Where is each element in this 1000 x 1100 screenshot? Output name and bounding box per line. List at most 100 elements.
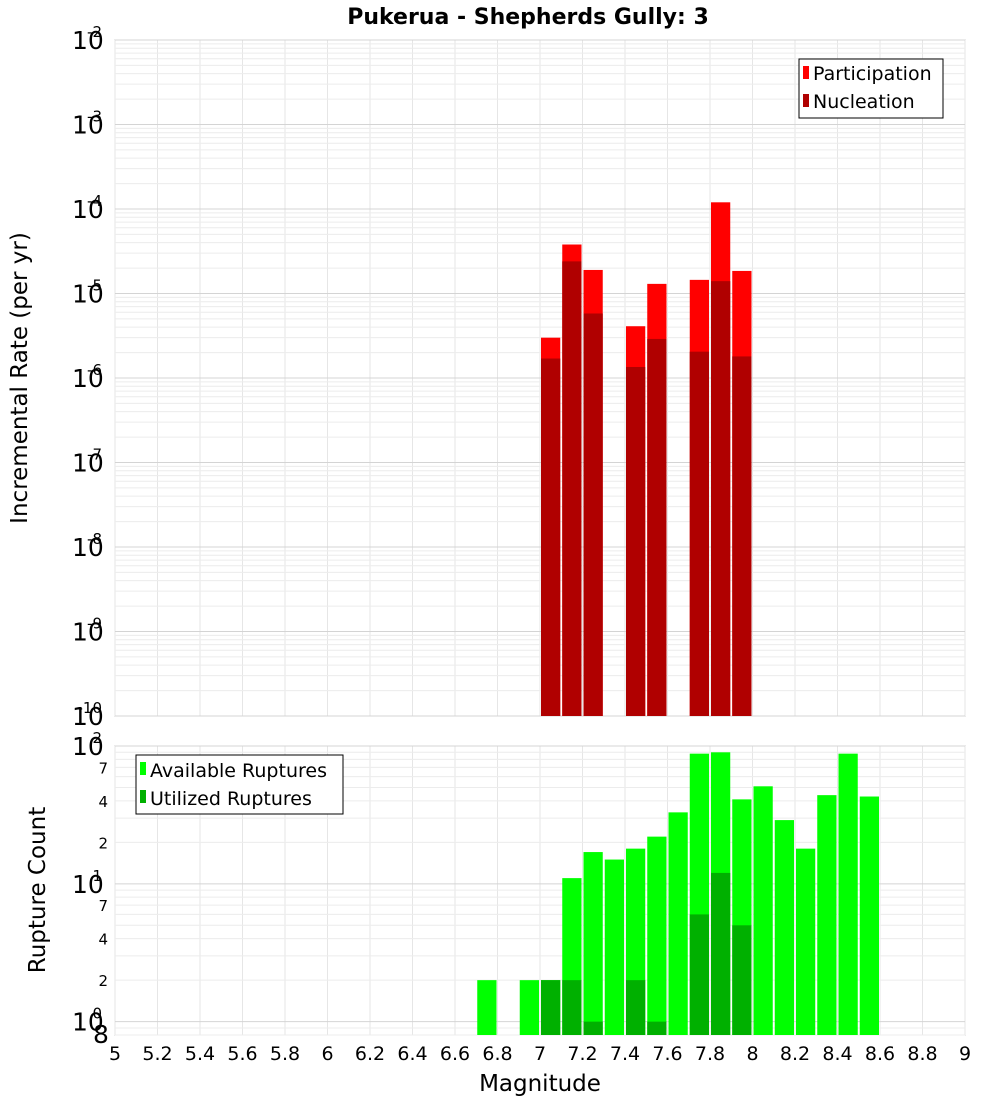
utilized-ruptures-bar (732, 925, 752, 1035)
y-tick-label-base: 10 (72, 702, 104, 731)
utilized-ruptures-bar (583, 1021, 603, 1035)
x-tick-label: 7.6 (652, 1043, 682, 1065)
available-ruptures-bar (774, 820, 794, 1035)
utilized-ruptures-bar (647, 1021, 667, 1035)
available-ruptures-bar (859, 796, 879, 1035)
x-tick-label: 6.4 (397, 1043, 427, 1065)
top-bars (541, 202, 752, 716)
x-tick-label: 6 (321, 1043, 333, 1065)
available-ruptures-bar (838, 753, 858, 1035)
participation-legend-label: Participation (813, 63, 932, 85)
chart-title: Pukerua - Shepherds Gully: 3 (347, 5, 709, 30)
utilized-ruptures-bar (711, 872, 731, 1035)
utilized-ruptures-legend-swatch (140, 790, 146, 803)
available-ruptures-legend-label: Available Ruptures (150, 760, 327, 782)
utilized-ruptures-bar (541, 980, 561, 1035)
nucleation-bar (583, 313, 603, 716)
available-ruptures-bar (519, 980, 539, 1035)
available-ruptures-legend-swatch (140, 762, 146, 775)
available-ruptures-bar (604, 859, 624, 1035)
x-tick-label: 7.4 (610, 1043, 640, 1065)
nucleation-bar (732, 356, 752, 716)
utilized-ruptures-bar (562, 980, 582, 1035)
y-tick-label-base: 10 (72, 449, 104, 478)
available-ruptures-bar (477, 980, 497, 1035)
x-tick-label: 7 (534, 1043, 546, 1065)
y-minor-tick-label: 7 (98, 897, 108, 915)
bottom-legend: Available Ruptures Utilized Ruptures (135, 754, 344, 815)
y-minor-tick-label: 4 (98, 793, 108, 811)
bottom-bars (477, 752, 879, 1035)
top-legend: Participation Nucleation (798, 58, 944, 119)
y-tick-label-exponent: -4 (87, 192, 102, 210)
x-tick-label: 5.4 (185, 1043, 215, 1065)
y-bottom-tick-label: 8 (93, 1020, 109, 1049)
y-tick-label-base: 10 (72, 870, 104, 899)
y-tick-label-exponent: -9 (87, 615, 102, 633)
y-tick-label-base: 10 (72, 195, 104, 224)
y-tick-label-base: 10 (72, 26, 104, 55)
x-tick-label: 8.4 (822, 1043, 852, 1065)
top-y-axis-label: Incremental Rate (per yr) (7, 232, 33, 524)
x-tick-label: 8 (746, 1043, 758, 1065)
top-legend-box (798, 58, 944, 119)
x-tick-label: 7.2 (567, 1043, 597, 1065)
participation-legend-swatch (803, 66, 809, 79)
bottom-legend-box (135, 754, 344, 815)
nucleation-bar (689, 351, 709, 716)
x-ticks: 5 5.2 5.4 5.6 5.8 6 6.2 6.4 6.6 6.8 7 7.2 7.4 7.6 7.8 8… (109, 1043, 971, 1065)
nucleation-bar (562, 261, 582, 716)
available-ruptures-bar (668, 812, 688, 1035)
x-tick-label: 5.6 (227, 1043, 257, 1065)
y-tick-label-exponent: -7 (87, 446, 102, 464)
x-tick-label: 5.8 (270, 1043, 300, 1065)
x-tick-label: 8.8 (907, 1043, 937, 1065)
y-tick-label-exponent: 0 (92, 1005, 102, 1023)
nucleation-bar (541, 358, 561, 716)
x-tick-label: 6.8 (482, 1043, 512, 1065)
nucleation-legend-swatch (803, 94, 809, 107)
y-minor-tick-label: 2 (98, 972, 108, 990)
nucleation-bar (647, 338, 667, 716)
x-tick-label: 5 (109, 1043, 121, 1065)
nucleation-legend-label: Nucleation (813, 91, 915, 113)
y-minor-tick-label: 2 (98, 834, 108, 852)
utilized-ruptures-legend-label: Utilized Ruptures (150, 788, 312, 810)
y-tick-label-base: 10 (72, 111, 104, 140)
x-tick-label: 7.8 (695, 1043, 725, 1065)
y-tick-label-exponent: -2 (87, 23, 102, 41)
x-tick-label: 8.6 (865, 1043, 895, 1065)
y-tick-label-base: 10 (72, 280, 104, 309)
y-tick-label-exponent: -8 (87, 530, 102, 548)
x-tick-label: 5.2 (142, 1043, 172, 1065)
utilized-ruptures-bar (689, 914, 709, 1035)
x-tick-label: 6.6 (440, 1043, 470, 1065)
available-ruptures-bar (583, 852, 603, 1035)
x-tick-label: 6.2 (355, 1043, 385, 1065)
y-minor-tick-label: 7 (98, 759, 108, 777)
available-ruptures-bar (753, 786, 773, 1035)
y-tick-label-exponent: 1 (92, 867, 102, 885)
y-tick-label-exponent: -10 (78, 699, 103, 717)
available-ruptures-bar (647, 836, 667, 1035)
y-tick-label-exponent: -5 (87, 277, 102, 295)
x-axis-label: Magnitude (479, 1071, 601, 1097)
y-tick-label-exponent: 2 (92, 729, 102, 747)
y-tick-label-base: 10 (72, 618, 104, 647)
y-tick-label-exponent: -3 (87, 108, 102, 126)
available-ruptures-bar (796, 848, 816, 1035)
top-grid (114, 39, 966, 717)
x-tick-label: 9 (959, 1043, 971, 1065)
nucleation-bar (626, 366, 646, 716)
y-tick-label-base: 10 (72, 1008, 104, 1037)
available-ruptures-bar (817, 795, 837, 1035)
utilized-ruptures-bar (626, 980, 646, 1035)
nucleation-bar (711, 281, 731, 716)
bottom-y-axis-label: Rupture Count (25, 807, 51, 973)
x-tick-label: 8.2 (780, 1043, 810, 1065)
